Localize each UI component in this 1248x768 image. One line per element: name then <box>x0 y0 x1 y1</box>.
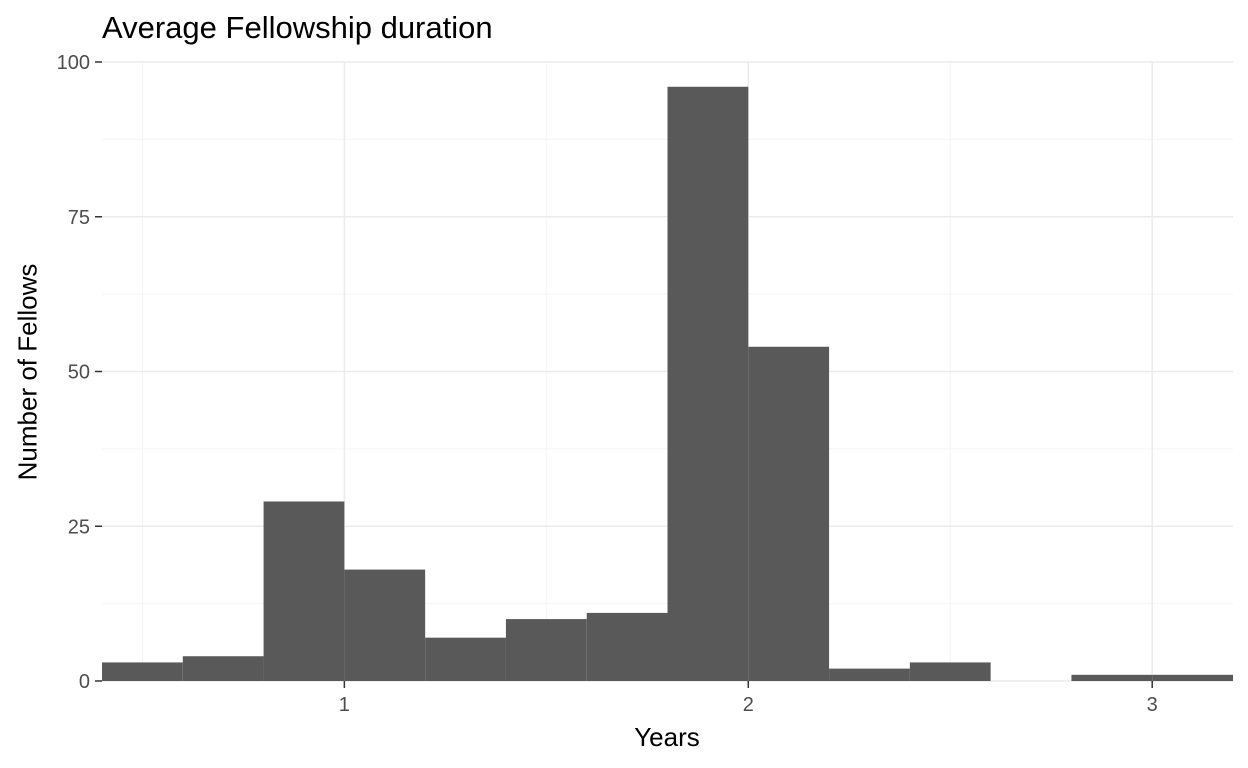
histogram-bar <box>505 619 587 681</box>
y-tick-label: 100 <box>57 52 90 74</box>
y-tick-label: 25 <box>68 516 90 538</box>
histogram-bar <box>909 662 991 681</box>
x-tick-label: 2 <box>743 694 754 716</box>
chart-title: Average Fellowship duration <box>102 10 493 45</box>
histogram-bar <box>586 612 668 681</box>
x-tick-label: 3 <box>1147 694 1158 716</box>
y-tick-label: 50 <box>68 362 90 384</box>
histogram-bar <box>667 86 749 681</box>
x-tick-label: 1 <box>339 694 350 716</box>
histogram-bar <box>102 662 183 681</box>
histogram-bar <box>263 501 345 681</box>
histogram-bars <box>102 86 1233 681</box>
histogram-bar <box>748 346 830 681</box>
histogram-bar <box>829 668 910 681</box>
y-tick-label: 0 <box>79 671 90 693</box>
histogram-bar <box>344 569 426 681</box>
axes: 0 25 50 75 100 1 2 3 <box>57 52 1158 716</box>
histogram-bar <box>425 637 506 681</box>
histogram-bar <box>182 656 264 681</box>
histogram-bar <box>1152 674 1233 681</box>
y-tick-label: 75 <box>68 207 90 229</box>
x-axis-label: Years <box>634 722 700 752</box>
histogram-bar <box>1071 674 1153 681</box>
